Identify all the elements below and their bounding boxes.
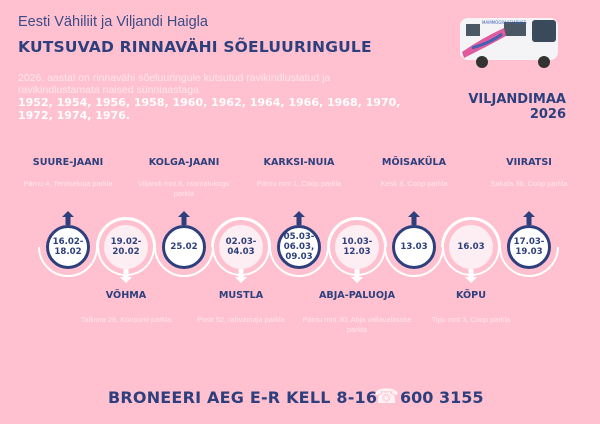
arrow-up-icon xyxy=(408,211,420,225)
stop-dates: 25.02 xyxy=(162,225,206,269)
stop-dates: 02.03- 04.03 xyxy=(219,225,263,269)
stop-name: SUURE-JAANI xyxy=(32,157,104,168)
mammography-bus-image: MAMMOGRAAFIABUSS xyxy=(460,18,558,68)
stop-dates: 16.02- 18.02 xyxy=(46,225,90,269)
stop-name: VÕHMA xyxy=(105,290,147,301)
arrow-up-icon xyxy=(523,211,535,225)
telephone-icon: ☎ xyxy=(374,384,399,408)
region-name: VILJANDIMAA xyxy=(468,92,566,107)
svg-text:MAMMOGRAAFIABUSS: MAMMOGRAAFIABUSS xyxy=(482,20,527,25)
stop-name: KARKSI-NUIA xyxy=(263,157,335,168)
stop-name: VIIRATSI xyxy=(506,157,552,168)
stop-dates: 13.03 xyxy=(392,225,436,269)
page-title: KUTSUVAD RINNAVÄHI SÕELUURINGULE xyxy=(18,38,372,56)
arrow-up-icon xyxy=(178,211,190,225)
stop-name: MUSTLA xyxy=(218,290,264,301)
arrow-up-icon xyxy=(293,211,305,225)
booking-hours: BRONEERI AEG E-R KELL 8-16 xyxy=(108,388,378,407)
arrow-down-icon xyxy=(351,269,363,283)
stop-name: KOLGA-JAANI xyxy=(148,157,220,168)
arrow-up-icon xyxy=(62,211,74,225)
stop-address: Posti 52, rahvamaja parkla xyxy=(197,315,285,324)
stop-name: KÕPU xyxy=(456,290,486,301)
stop-address: Pärnu 4, Tervisekoja parkla xyxy=(23,179,113,188)
phone-number[interactable]: 600 3155 xyxy=(400,388,484,407)
stop-name: MÕISAKÜLA xyxy=(381,157,447,168)
arrow-down-icon xyxy=(120,269,132,283)
arrow-down-icon xyxy=(465,269,477,283)
stop-address: Sakala 3b, Coop parkla xyxy=(490,179,568,188)
stop-dates: 16.03 xyxy=(449,225,493,269)
arrow-down-icon xyxy=(235,269,247,283)
region-label: VILJANDIMAA 2026 xyxy=(468,92,566,122)
stop-dates: 17.03- 19.03 xyxy=(507,225,551,269)
stop-dates: 05.03- 06.03, 09.03 xyxy=(277,225,321,269)
organizers: Eesti Vähiliit ja Viljandi Haigla xyxy=(18,14,208,30)
region-year: 2026 xyxy=(529,107,566,122)
stop-address: Tipu mnt 3, Coop parkla xyxy=(431,315,511,324)
stop-dates: 19.02- 20.02 xyxy=(104,225,148,269)
stop-address: Kesk 8, Coop parkla xyxy=(380,179,448,188)
birth-years: 1952, 1954, 1956, 1958, 1960, 1962, 1964… xyxy=(18,96,401,122)
stop-address: Viljandi mnt.6, raamatukogu parkla xyxy=(138,179,230,198)
intro-text: 2026. aastal on rinnavähi sõeluuringule … xyxy=(18,72,331,96)
stop-address: Pärnu mnt 1, Coop parkla xyxy=(256,179,342,188)
stop-address: Pärnu mnt 30, Abja vallavalitsuse parkla xyxy=(302,315,412,334)
stop-dates: 10.03- 12.03 xyxy=(335,225,379,269)
stop-name: ABJA-PALUOJA xyxy=(319,290,395,301)
stop-address: Tallinna 26, Konsumi parkla xyxy=(80,315,172,324)
